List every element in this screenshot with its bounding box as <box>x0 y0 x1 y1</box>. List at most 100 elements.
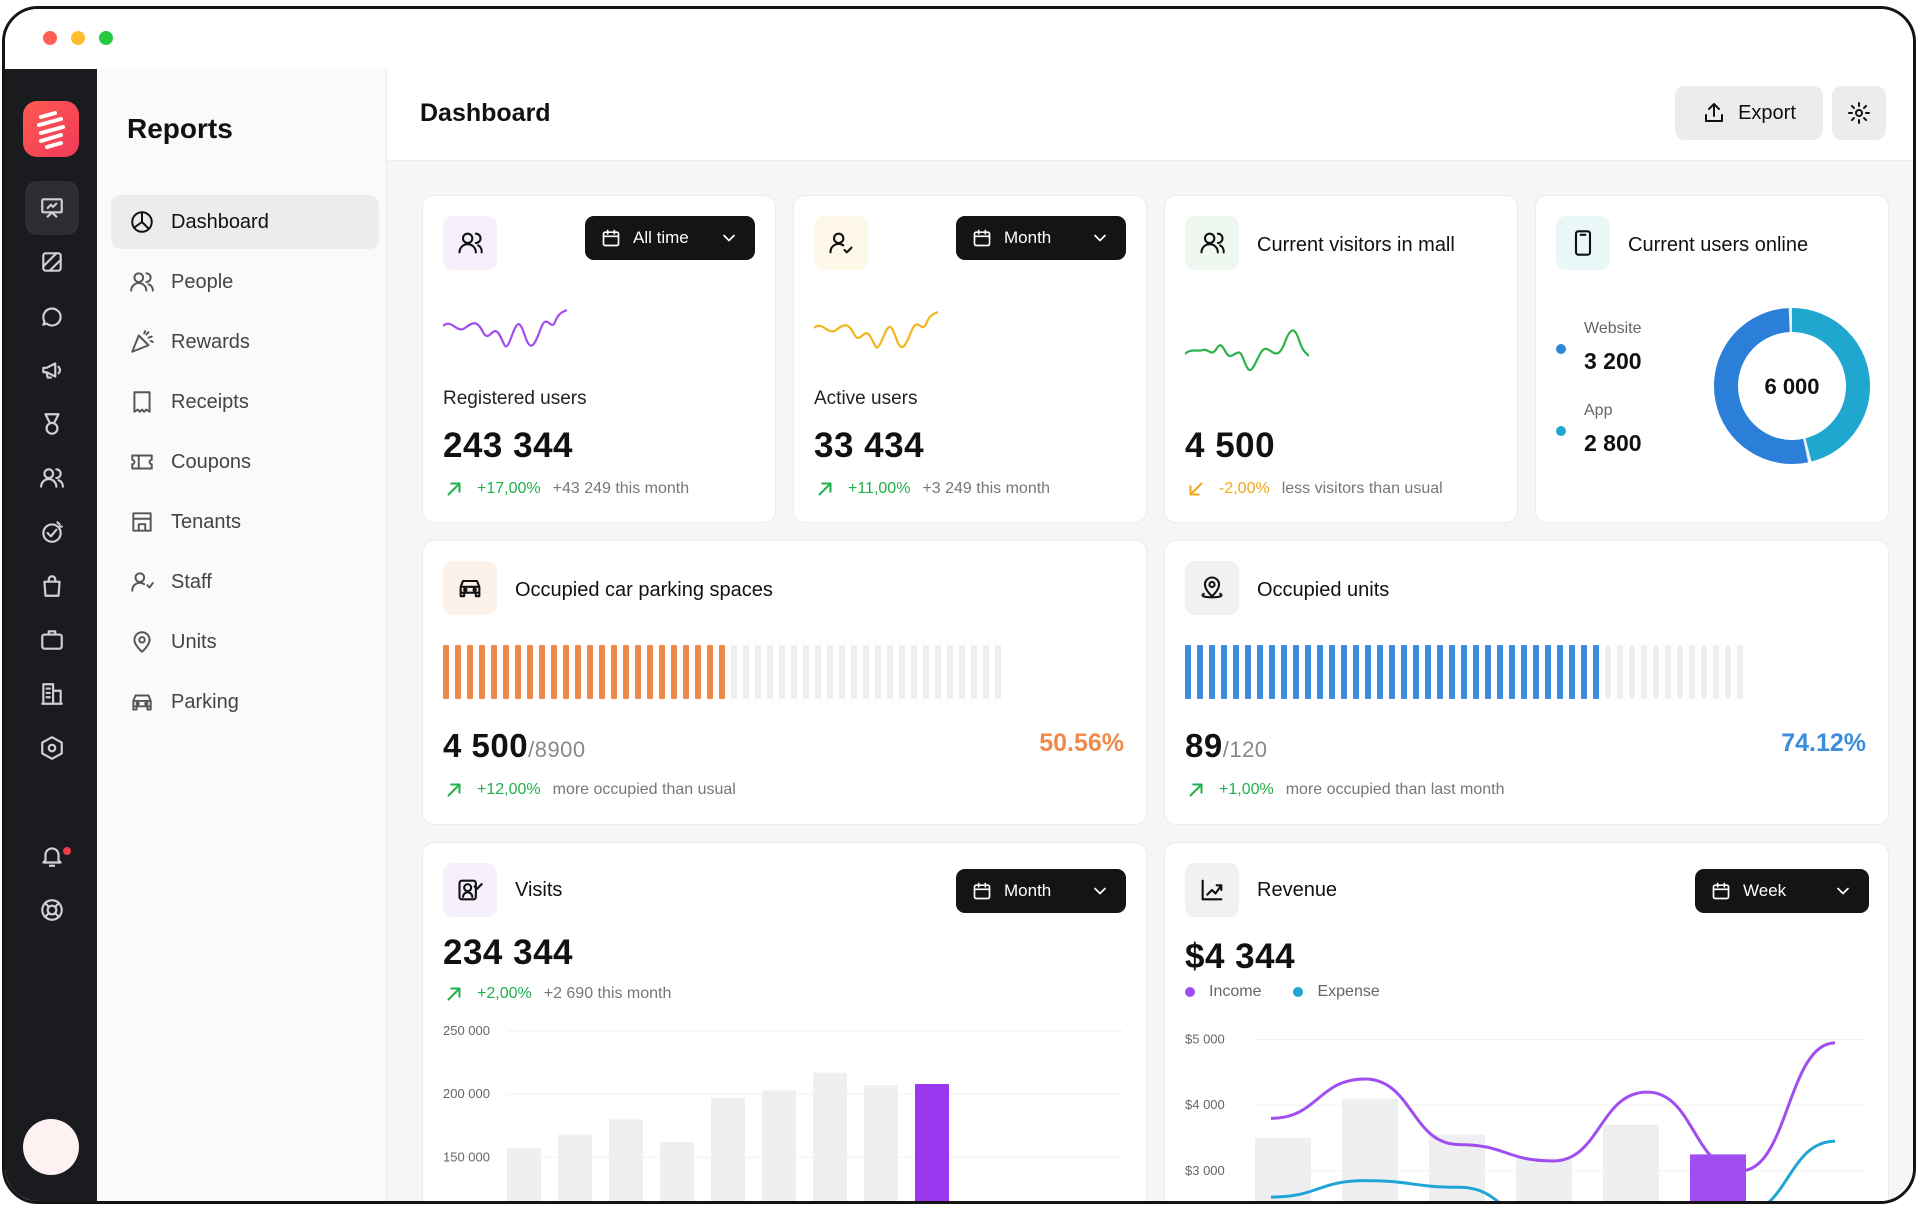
y-tick-label: 200 000 <box>443 1086 490 1101</box>
sidebar-item-label: Dashboard <box>171 210 269 233</box>
capacity-segment-empty <box>863 645 869 699</box>
capacity-segment-filled <box>623 645 629 699</box>
visitors-value: 4 500 <box>1185 426 1276 465</box>
store-icon <box>132 512 152 532</box>
revenue-line-chart: $5 000$4 000$3 000$2 000 <box>1185 1032 1865 1201</box>
active-users-value: 33 434 <box>814 426 925 465</box>
rail-map-icon[interactable] <box>25 235 79 289</box>
capacity-segment-filled <box>1533 645 1539 699</box>
sidebar-item-people[interactable]: People <box>111 255 379 309</box>
visits-bar <box>660 1142 694 1201</box>
capacity-segment-empty <box>947 645 953 699</box>
time-filter-dropdown[interactable]: Month <box>956 216 1126 260</box>
capacity-segment-empty <box>1653 645 1659 699</box>
capacity-segment-filled <box>1197 645 1203 699</box>
capacity-segment-empty <box>815 645 821 699</box>
y-tick-label: $3 000 <box>1185 1163 1225 1178</box>
y-tick-label: 250 000 <box>443 1023 490 1038</box>
capacity-segment-filled <box>1581 645 1587 699</box>
capacity-segment-filled <box>671 645 677 699</box>
export-label: Export <box>1738 101 1796 124</box>
rail-people-icon[interactable] <box>25 451 79 505</box>
registered-users-value: 243 344 <box>443 426 574 465</box>
donut-website-segment <box>1714 308 1870 464</box>
capacity-segment-filled <box>1437 645 1443 699</box>
time-filter-dropdown[interactable]: All time <box>585 216 755 260</box>
sidebar-item-tenants[interactable]: Tenants <box>111 495 379 549</box>
people-icon <box>130 272 154 292</box>
rail-support-icon[interactable] <box>25 883 79 937</box>
registered-sparkline <box>443 309 567 348</box>
capacity-segment-filled <box>611 645 617 699</box>
user-avatar[interactable] <box>23 1119 79 1175</box>
visitors-card: Current visitors in mall 4 500 -2,00% le… <box>1164 195 1518 523</box>
calendar-icon <box>973 229 991 247</box>
capacity-segment-filled <box>1521 645 1527 699</box>
y-tick-label: 150 000 <box>443 1149 490 1164</box>
capacity-segment-filled <box>563 645 569 699</box>
rail-briefcase-icon[interactable] <box>25 613 79 667</box>
user-check-icon <box>829 232 853 254</box>
location-pin-icon <box>133 631 151 653</box>
active-sparkline <box>814 311 938 349</box>
app-logo[interactable] <box>23 101 79 157</box>
rail-confetti-icon[interactable] <box>25 505 79 559</box>
app-dot <box>1556 426 1566 436</box>
capacity-segment-empty <box>983 645 989 699</box>
minimize-window-button[interactable] <box>71 31 85 45</box>
sidebar-item-label: Receipts <box>171 390 249 413</box>
capacity-segment-filled <box>1233 645 1239 699</box>
export-button[interactable]: Export <box>1675 86 1823 140</box>
capacity-segment-filled <box>1509 645 1515 699</box>
rail-chat-icon[interactable] <box>25 289 79 343</box>
capacity-segment-filled <box>479 645 485 699</box>
visits-time-filter-dropdown[interactable]: Month <box>956 869 1126 913</box>
rail-dashboard-icon[interactable] <box>25 181 79 235</box>
rail-megaphone-icon[interactable] <box>25 343 79 397</box>
revenue-time-filter-dropdown[interactable]: Week <box>1695 869 1869 913</box>
expense-legend-dot <box>1293 987 1304 997</box>
rail-medal-icon[interactable] <box>25 397 79 451</box>
maximize-window-button[interactable] <box>99 31 113 45</box>
capacity-segment-empty <box>803 645 809 699</box>
capacity-segment-empty <box>1713 645 1719 699</box>
capacity-segment-empty <box>935 645 941 699</box>
sidebar-item-dashboard[interactable]: Dashboard <box>111 195 379 249</box>
settings-button[interactable] <box>1832 86 1886 140</box>
rail-settings-hex-icon[interactable] <box>25 721 79 775</box>
coupon-icon <box>131 454 153 470</box>
capacity-segment-filled <box>1389 645 1395 699</box>
capacity-segment-filled <box>455 645 461 699</box>
revenue-legend: Income Expense <box>1185 983 1380 1001</box>
calendar-icon <box>973 882 991 900</box>
capacity-segment-filled <box>1329 645 1335 699</box>
capacity-segment-filled <box>683 645 689 699</box>
sidebar-item-parking[interactable]: Parking <box>111 675 379 729</box>
capacity-segment-filled <box>575 645 581 699</box>
sidebar-item-receipts[interactable]: Receipts <box>111 375 379 429</box>
capacity-segment-empty <box>755 645 761 699</box>
sidebar-item-staff[interactable]: Staff <box>111 555 379 609</box>
website-value: 3 200 <box>1584 348 1642 374</box>
capacity-segment-filled <box>527 645 533 699</box>
capacity-segment-empty <box>1605 645 1611 699</box>
registered-users-card: All time Registered users 243 344 +17,00… <box>422 195 776 523</box>
capacity-segment-filled <box>503 645 509 699</box>
sidebar-item-rewards[interactable]: Rewards <box>111 315 379 369</box>
close-window-button[interactable] <box>43 31 57 45</box>
income-line <box>1270 1041 1836 1173</box>
revenue-bar <box>1255 1138 1311 1201</box>
rail-bell-icon[interactable] <box>25 829 79 883</box>
notification-dot <box>63 847 71 855</box>
delta-percent: +11,00% <box>848 480 911 497</box>
sidebar-item-coupons[interactable]: Coupons <box>111 435 379 489</box>
rail-building-icon[interactable] <box>25 667 79 721</box>
capacity-segment-filled <box>1341 645 1347 699</box>
parking-total: /8900 <box>528 737 586 762</box>
capacity-segment-filled <box>1293 645 1299 699</box>
units-percent: 74.12% <box>1781 729 1866 757</box>
rail-bag-icon[interactable] <box>25 559 79 613</box>
card-title: Occupied units <box>1257 579 1390 601</box>
sidebar-item-units[interactable]: Units <box>111 615 379 669</box>
sidebar-item-label: Rewards <box>171 330 250 353</box>
